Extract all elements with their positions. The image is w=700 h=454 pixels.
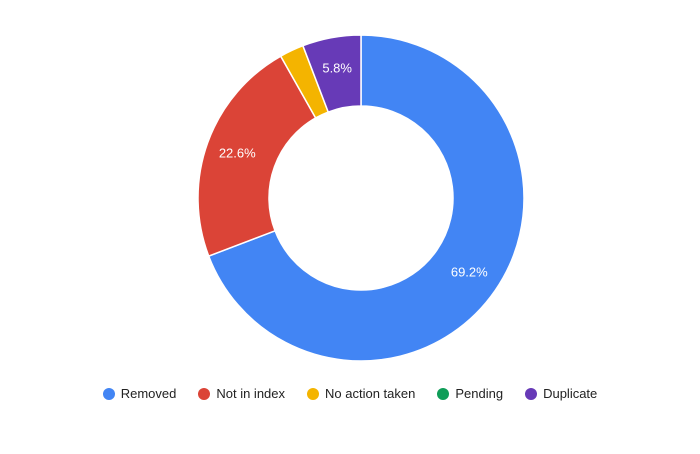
legend: Removed Not in index No action taken Pendin… [0, 386, 700, 401]
donut-svg: 69.2% 22.6% 5.8% [197, 34, 525, 362]
slice-removed[interactable] [207, 34, 525, 362]
slice-label-not-in-index: 22.6% [219, 145, 256, 160]
slice-duplicate[interactable] [301, 34, 362, 114]
legend-swatch-removed [102, 387, 115, 400]
slice-label-removed: 69.2% [451, 265, 488, 280]
legend-label-duplicate: Duplicate [543, 386, 598, 401]
legend-swatch-pending [437, 387, 450, 400]
legend-swatch-not-in-index [198, 387, 211, 400]
legend-label-not-in-index: Not in index [216, 386, 286, 401]
slice-not-in-index[interactable] [197, 55, 317, 258]
legend-swatch-duplicate [525, 387, 538, 400]
legend-label-removed: Removed [120, 386, 177, 401]
legend-item-duplicate[interactable]: Duplicate [525, 386, 597, 401]
legend-item-no-action-taken[interactable]: No action taken [307, 386, 415, 401]
legend-swatch-no-action-taken [307, 387, 320, 400]
legend-label-pending: Pending [455, 386, 504, 401]
legend-item-not-in-index[interactable]: Not in index [198, 386, 285, 401]
legend-item-removed[interactable]: Removed [102, 386, 177, 401]
slice-label-duplicate: 5.8% [322, 61, 352, 76]
legend-item-pending[interactable]: Pending [437, 386, 503, 401]
legend-label-no-action-taken: No action taken [325, 386, 416, 401]
